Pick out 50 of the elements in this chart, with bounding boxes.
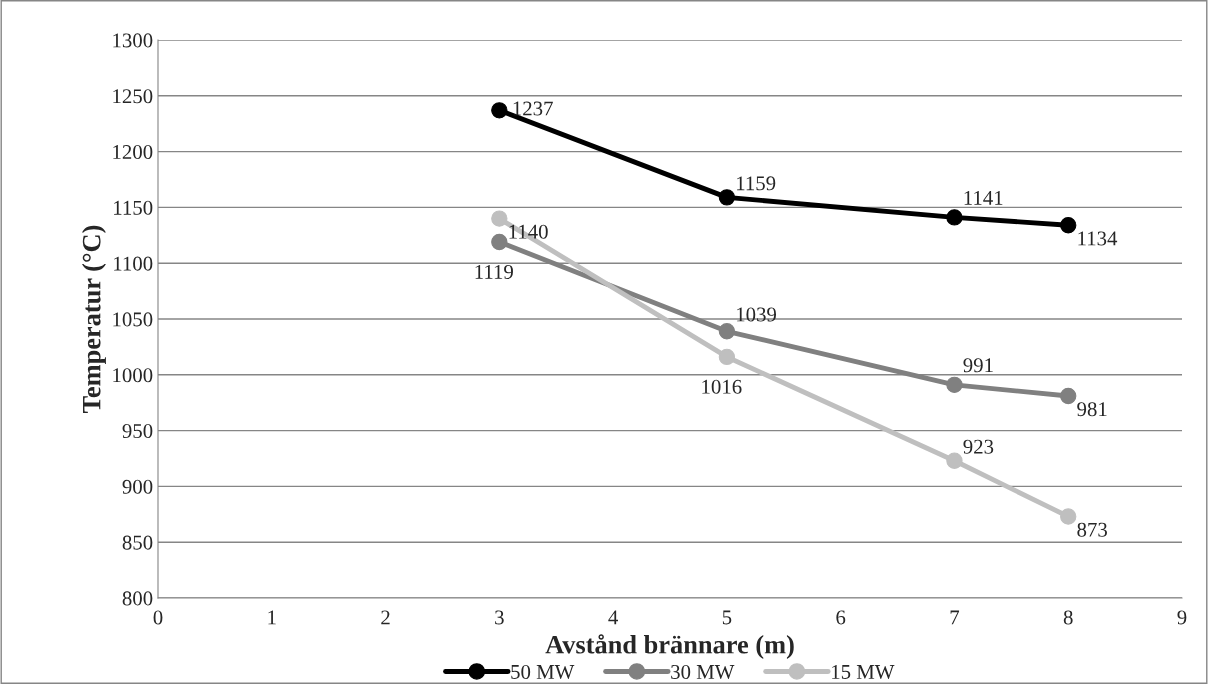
x-tick-label: 0 — [153, 610, 163, 625]
legend-label: 15 MW — [832, 665, 895, 680]
y-tick-label: 1050 — [113, 312, 153, 327]
y-tick-label: 1150 — [114, 200, 153, 215]
y-tick-label: 1250 — [113, 89, 153, 104]
point — [1060, 387, 1077, 405]
y-tick-label: 1300 — [113, 33, 153, 48]
y-tick-label: 1200 — [113, 144, 153, 160]
point — [718, 323, 736, 340]
y-axis-title: Temperatur (°C) — [81, 225, 106, 413]
data-label: 873 — [1077, 522, 1107, 537]
data-label: 1141 — [964, 190, 1003, 205]
data-label: 1119 — [475, 264, 513, 279]
y-tick-label: 1000 — [113, 368, 153, 383]
data-label: 1237 — [513, 101, 553, 116]
data-label: 981 — [1077, 402, 1107, 417]
point — [491, 210, 508, 227]
point — [718, 348, 736, 366]
x-tick-label: 4 — [608, 610, 618, 625]
x-tick-label: 1 — [268, 610, 276, 625]
point — [491, 233, 508, 251]
x-tick-label: 5 — [722, 610, 732, 625]
x-tick-label: 6 — [836, 610, 846, 625]
legend-label: 30 MW — [671, 664, 735, 680]
y-tick-label: 900 — [122, 479, 153, 494]
y-tick-label: 850 — [122, 535, 153, 550]
data-label: 1134 — [1078, 231, 1118, 246]
data-label: 1159 — [737, 176, 776, 191]
data-label: 1016 — [702, 379, 742, 394]
data-label: 991 — [963, 358, 993, 373]
x-tick-label: 7 — [950, 610, 960, 625]
point — [946, 209, 963, 226]
legend-label: 50 MW — [511, 664, 575, 680]
data-label: 1140 — [509, 224, 548, 239]
x-tick-label: 3 — [495, 610, 504, 625]
point — [718, 189, 736, 206]
point — [946, 376, 963, 393]
point — [1060, 508, 1077, 525]
point — [946, 452, 963, 469]
x-tick-label: 9 — [1177, 610, 1187, 625]
point — [1060, 217, 1077, 234]
data-label: 1039 — [737, 307, 777, 322]
y-tick-label: 950 — [122, 423, 153, 439]
x-axis-title: Avstånd brännare (m) — [545, 634, 794, 659]
point — [491, 102, 508, 119]
x-tick-label: 2 — [381, 610, 390, 625]
y-tick-label: 1100 — [114, 256, 153, 271]
x-tick-label: 8 — [1063, 610, 1073, 625]
data-label: 923 — [963, 439, 994, 454]
y-tick-label: 800 — [122, 591, 153, 606]
